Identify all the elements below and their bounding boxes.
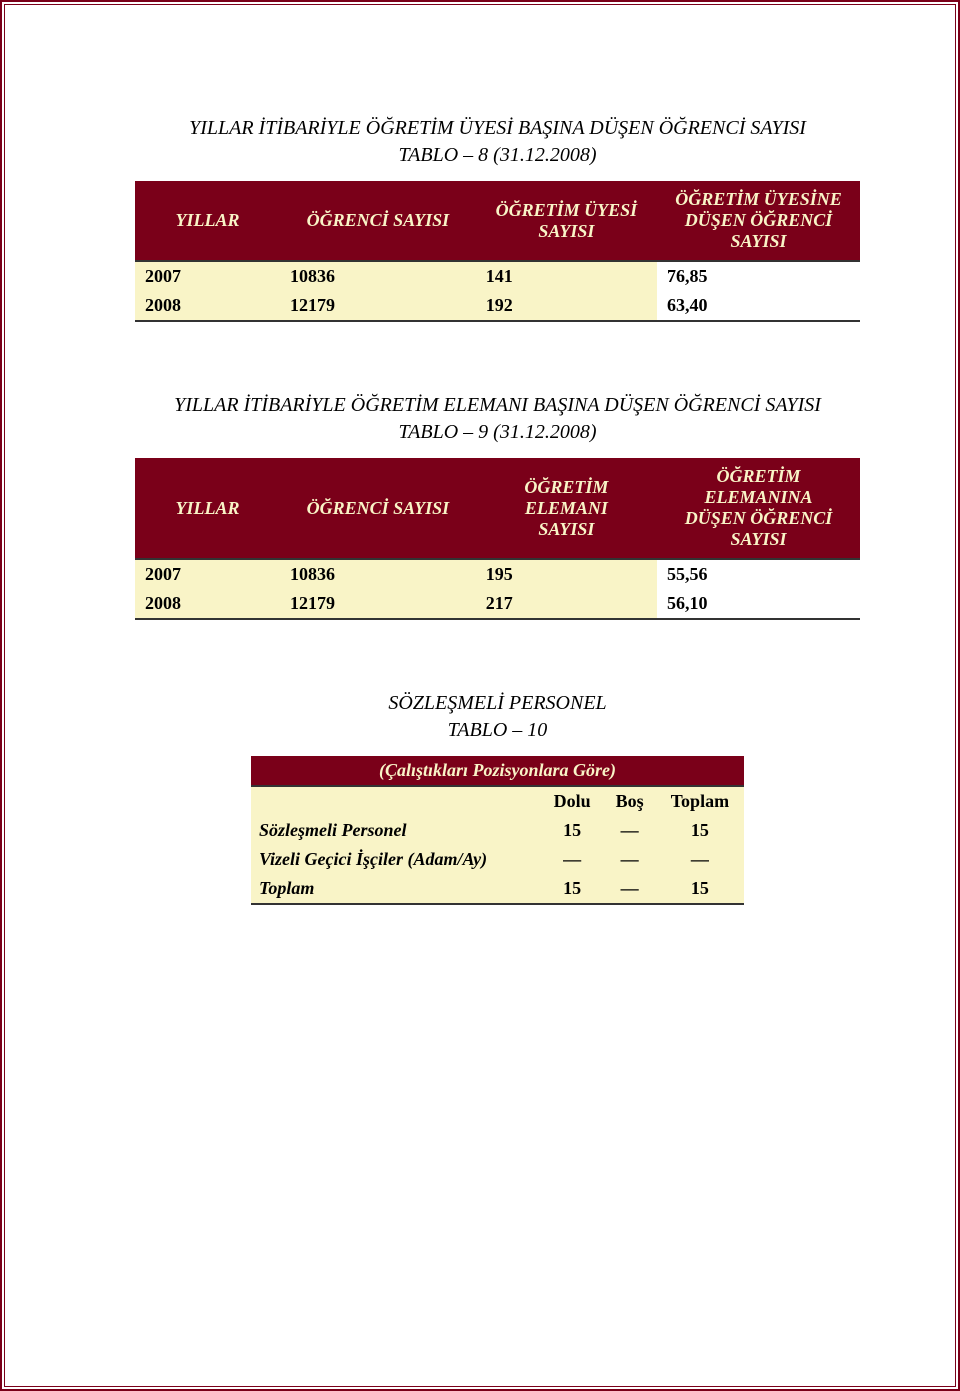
- table9: YILLAR ÖĞRENCİ SAYISI ÖĞRETİM ELEMANI SA…: [135, 458, 860, 620]
- cell-staff: 217: [476, 589, 657, 619]
- table10: (Çalıştıkları Pozisyonlara Göre) Dolu Bo…: [251, 756, 744, 905]
- page-frame-outer: YILLAR İTİBARİYLE ÖĞRETİM ÜYESİ BAŞINA D…: [0, 0, 960, 1391]
- table-row: 2007 10836 195 55,56: [135, 559, 860, 589]
- page-frame-inner: YILLAR İTİBARİYLE ÖĞRETİM ÜYESİ BAŞINA D…: [4, 4, 956, 1387]
- table-row: Toplam 15 — 15: [251, 874, 744, 904]
- cell-year: 2008: [135, 589, 280, 619]
- table-row: 2008 12179 192 63,40: [135, 291, 860, 321]
- table10-subheader-row: (Çalıştıkları Pozisyonlara Göre): [251, 756, 744, 786]
- table10-title-line1: SÖZLEŞMELİ PERSONEL: [388, 692, 606, 714]
- cell-students: 12179: [280, 589, 476, 619]
- table8-h1: ÖĞRENCİ SAYISI: [280, 181, 476, 261]
- table-row: Sözleşmeli Personel 15 — 15: [251, 816, 744, 845]
- cell-year: 2008: [135, 291, 280, 321]
- table9-title-line2: TABLO – 9 (31.12.2008): [399, 421, 597, 443]
- table9-h1: ÖĞRENCİ SAYISI: [280, 458, 476, 559]
- table8-header-row: YILLAR ÖĞRENCİ SAYISI ÖĞRETİM ÜYESİ SAYI…: [135, 181, 860, 261]
- table8-h2: ÖĞRETİM ÜYESİ SAYISI: [476, 181, 657, 261]
- row-label: Toplam: [251, 874, 541, 904]
- col-dolu: Dolu: [541, 786, 604, 816]
- cell-year: 2007: [135, 559, 280, 589]
- cell-dolu: 15: [541, 874, 604, 904]
- table8: YILLAR ÖĞRENCİ SAYISI ÖĞRETİM ÜYESİ SAYI…: [135, 181, 860, 322]
- table10-subheader: (Çalıştıkları Pozisyonlara Göre): [251, 756, 744, 786]
- cell-ratio: 63,40: [657, 291, 860, 321]
- table8-title-line2: TABLO – 8 (31.12.2008): [399, 144, 597, 166]
- col-bos: Boş: [604, 786, 656, 816]
- table10-title: SÖZLEŞMELİ PERSONEL TABLO – 10: [135, 690, 860, 744]
- cell-bos: —: [604, 845, 656, 874]
- cell-staff: 195: [476, 559, 657, 589]
- cell-dolu: —: [541, 845, 604, 874]
- table8-h3: ÖĞRETİM ÜYESİNE DÜŞEN ÖĞRENCİ SAYISI: [657, 181, 860, 261]
- table-row: Vizeli Geçici İşçiler (Adam/Ay) — — —: [251, 845, 744, 874]
- table-row: 2007 10836 141 76,85: [135, 261, 860, 291]
- row-label: Sözleşmeli Personel: [251, 816, 541, 845]
- table9-title-line1: YILLAR İTİBARİYLE ÖĞRETİM ELEMANI BAŞINA…: [174, 394, 821, 416]
- table10-col-header-row: Dolu Boş Toplam: [251, 786, 744, 816]
- cell-dolu: 15: [541, 816, 604, 845]
- cell-year: 2007: [135, 261, 280, 291]
- table9-h3: ÖĞRETİM ELEMANINA DÜŞEN ÖĞRENCİ SAYISI: [657, 458, 860, 559]
- table8-title-line1: YILLAR İTİBARİYLE ÖĞRETİM ÜYESİ BAŞINA D…: [189, 117, 806, 139]
- cell-staff: 141: [476, 261, 657, 291]
- table8-title: YILLAR İTİBARİYLE ÖĞRETİM ÜYESİ BAŞINA D…: [135, 115, 860, 169]
- cell-staff: 192: [476, 291, 657, 321]
- table9-h0: YILLAR: [135, 458, 280, 559]
- table9-title: YILLAR İTİBARİYLE ÖĞRETİM ELEMANI BAŞINA…: [135, 392, 860, 446]
- cell-students: 10836: [280, 559, 476, 589]
- cell-ratio: 55,56: [657, 559, 860, 589]
- table9-header-row: YILLAR ÖĞRENCİ SAYISI ÖĞRETİM ELEMANI SA…: [135, 458, 860, 559]
- col-toplam: Toplam: [656, 786, 744, 816]
- cell-students: 10836: [280, 261, 476, 291]
- cell-bos: —: [604, 874, 656, 904]
- cell-ratio: 56,10: [657, 589, 860, 619]
- table10-title-line2: TABLO – 10: [448, 719, 548, 741]
- row-label: Vizeli Geçici İşçiler (Adam/Ay): [251, 845, 541, 874]
- cell-toplam: 15: [656, 874, 744, 904]
- blank-cell: [251, 786, 541, 816]
- cell-students: 12179: [280, 291, 476, 321]
- cell-bos: —: [604, 816, 656, 845]
- cell-toplam: —: [656, 845, 744, 874]
- table8-h0: YILLAR: [135, 181, 280, 261]
- table-row: 2008 12179 217 56,10: [135, 589, 860, 619]
- cell-ratio: 76,85: [657, 261, 860, 291]
- cell-toplam: 15: [656, 816, 744, 845]
- table9-h2: ÖĞRETİM ELEMANI SAYISI: [476, 458, 657, 559]
